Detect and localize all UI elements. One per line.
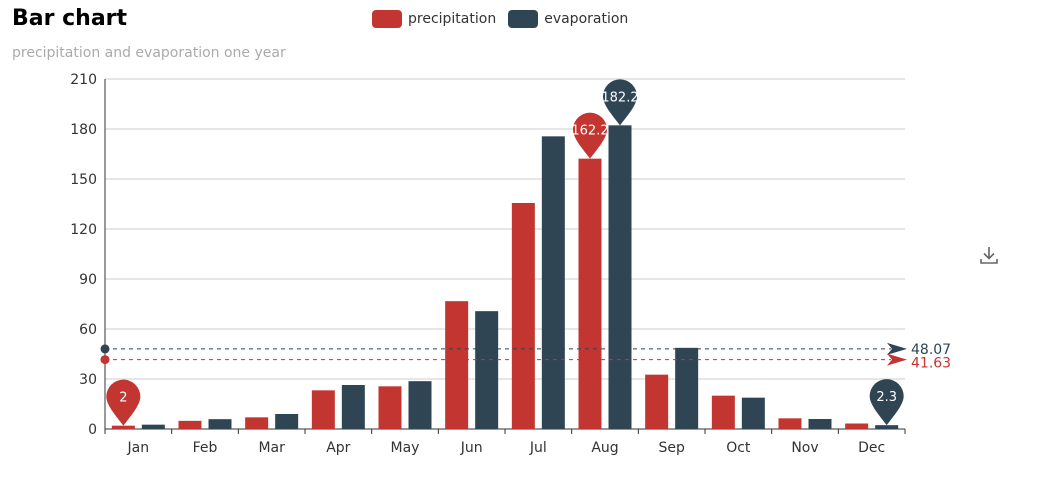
bar-evaporation-sep <box>675 347 699 429</box>
x-tick-label-jun: Jun <box>460 440 483 456</box>
legend-swatch-precipitation <box>372 10 402 28</box>
mark-point-label-precipitation-aug: 162.2 <box>571 124 608 139</box>
mark-point-pin-evaporation-aug <box>603 79 637 126</box>
mark-line-label-evaporation: 48.07 <box>911 342 951 358</box>
y-tick-label-120: 120 <box>70 222 97 238</box>
legend-label-evaporation: evaporation <box>544 11 629 27</box>
bar-evaporation-dec <box>875 425 899 429</box>
mark-point-label-evaporation-aug: 182.2 <box>601 90 638 105</box>
bar-evaporation-may <box>408 381 432 429</box>
x-tick-label-apr: Apr <box>326 440 350 456</box>
bar-precipitation-may <box>378 386 402 429</box>
bar-precipitation-dec <box>845 423 869 429</box>
y-tick-label-30: 30 <box>79 372 97 388</box>
bar-precipitation-jul <box>511 203 535 429</box>
mark-point-pin-precipitation-aug <box>573 112 607 159</box>
x-tick-label-sep: Sep <box>658 440 685 456</box>
y-tick-label-0: 0 <box>88 422 97 438</box>
y-tick-label-150: 150 <box>70 172 97 188</box>
x-tick-label-oct: Oct <box>726 440 751 456</box>
bar-evaporation-aug <box>608 125 632 429</box>
bar-evaporation-nov <box>808 419 832 429</box>
bar-evaporation-oct <box>741 397 765 429</box>
bar-evaporation-jun <box>475 311 499 429</box>
bar-precipitation-jan <box>111 425 135 429</box>
bar-precipitation-jun <box>445 301 469 429</box>
bar-precipitation-oct <box>711 395 735 429</box>
mark-line-arrow-precipitation <box>887 353 907 366</box>
mark-line-label-precipitation: 41.63 <box>911 356 951 372</box>
legend-swatch-evaporation <box>508 10 539 28</box>
x-tick-label-may: May <box>391 440 420 456</box>
legend-label-precipitation: precipitation <box>408 11 497 27</box>
x-tick-label-dec: Dec <box>858 440 885 456</box>
bar-evaporation-jan <box>141 424 165 429</box>
chart-title: Bar chart <box>12 6 128 31</box>
bar-precipitation-nov <box>778 418 802 429</box>
bar-precipitation-sep <box>645 374 669 429</box>
bar-evaporation-mar <box>275 414 299 429</box>
mark-line-start-precipitation <box>100 355 110 365</box>
bar-precipitation-aug <box>578 158 602 429</box>
x-tick-label-nov: Nov <box>791 440 818 456</box>
mark-line-arrow-evaporation <box>887 342 907 355</box>
y-tick-label-60: 60 <box>79 322 97 338</box>
download-icon[interactable] <box>978 244 1000 266</box>
mark-point-label-evaporation-dec: 2.3 <box>876 390 897 405</box>
bar-precipitation-mar <box>245 417 269 429</box>
y-tick-label-210: 210 <box>70 72 97 88</box>
y-tick-label-180: 180 <box>70 122 97 138</box>
x-tick-label-mar: Mar <box>258 440 285 456</box>
x-tick-label-feb: Feb <box>193 440 218 456</box>
bar-precipitation-feb <box>178 420 202 429</box>
x-tick-label-jan: Jan <box>127 440 150 456</box>
mark-line-start-evaporation <box>100 344 110 354</box>
legend-item-precipitation[interactable]: precipitation <box>372 10 496 28</box>
mark-point-pin-evaporation-dec <box>869 379 904 426</box>
legend: precipitation evaporation <box>372 10 628 28</box>
bar-evaporation-jul <box>541 136 565 430</box>
legend-item-evaporation[interactable]: evaporation <box>508 10 628 28</box>
x-tick-label-jul: Jul <box>529 440 547 456</box>
y-tick-label-90: 90 <box>79 272 97 288</box>
x-tick-label-aug: Aug <box>591 440 618 456</box>
chart-subtitle: precipitation and evaporation one year <box>12 45 286 61</box>
bar-evaporation-feb <box>208 419 232 429</box>
mark-point-label-precipitation-jan: 2 <box>119 391 127 406</box>
bar-precipitation-apr <box>311 390 335 429</box>
bar-evaporation-apr <box>341 385 365 429</box>
mark-point-pin-precipitation-jan <box>106 379 141 426</box>
